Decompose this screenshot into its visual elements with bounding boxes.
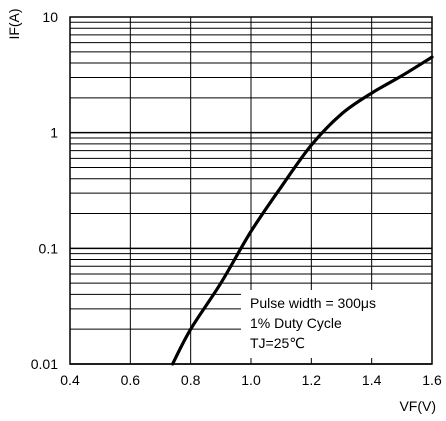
x-axis-title: VF(V) (399, 398, 436, 414)
y-tick-label-3: 10 (42, 9, 58, 25)
x-tick-label-0: 0.4 (60, 372, 80, 388)
plot-frame (69, 16, 433, 365)
x-tick-label-6: 1.6 (422, 372, 442, 388)
y-tick-label-2: 1 (50, 125, 58, 141)
annotation-background (241, 290, 433, 358)
y-tick-label-1: 0.1 (39, 240, 59, 256)
annotation-box: Pulse width = 300μs 1% Duty Cycle TJ=25℃ (241, 290, 433, 358)
y-axis-title: IF(A) (6, 8, 22, 39)
series-layer (171, 55, 434, 366)
x-tick-label-4: 1.2 (302, 372, 322, 388)
y-tick-label-0: 0.01 (31, 356, 58, 372)
annotation-pulse-width: Pulse width = 300μs (250, 295, 376, 311)
series-curve-0 (171, 55, 434, 366)
y-axis-ticks: 0.01 0.1 1 10 (31, 9, 58, 372)
x-tick-label-5: 1.4 (362, 372, 382, 388)
x-tick-label-3: 1.0 (241, 372, 261, 388)
annotation-duty-cycle: 1% Duty Cycle (250, 315, 342, 331)
x-tick-label-1: 0.6 (121, 372, 141, 388)
x-axis-ticks: 0.4 0.6 0.8 1.0 1.2 1.4 1.6 (60, 372, 442, 388)
annotation-junction-temp: TJ=25℃ (250, 335, 305, 351)
grid (69, 17, 433, 365)
x-tick-label-2: 0.8 (181, 372, 201, 388)
